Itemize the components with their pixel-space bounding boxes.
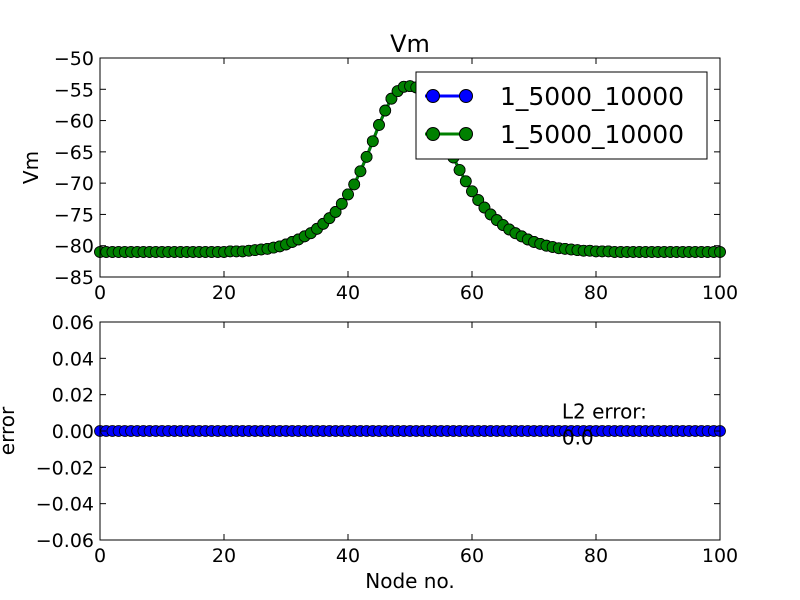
legend-marker-series-1 <box>426 89 440 103</box>
bottom-y-tick-label: 0.06 <box>52 312 94 334</box>
top-y-tick-label: −85 <box>54 267 94 289</box>
bottom-x-tick-label: 80 <box>584 545 608 567</box>
top-y-tick-label: −70 <box>54 173 94 195</box>
top-y-tick-label: −60 <box>54 111 94 133</box>
bottom-y-tick-label: 0.02 <box>52 385 94 407</box>
top-legend: 1_5000_10000 1_5000_10000 <box>415 71 708 160</box>
bottom-x-tick-label: 60 <box>460 545 484 567</box>
top-series-2-point <box>459 175 472 188</box>
bottom-plot-frame <box>99 321 721 541</box>
top-series-2-point <box>354 165 367 178</box>
bottom-x-tick-label: 20 <box>212 545 236 567</box>
top-x-tick-label: 20 <box>212 282 236 304</box>
top-chart-title: Vm <box>390 30 430 58</box>
legend-marker-series-2-end <box>459 127 473 141</box>
top-plot-frame <box>99 57 721 278</box>
bottom-y-tick-label: −0.06 <box>36 530 94 552</box>
legend-label-series-2: 1_5000_10000 <box>500 120 684 149</box>
legend-marker-series-2 <box>426 127 440 141</box>
l2-error-value: 0.0 <box>562 425 594 449</box>
top-series-2-point <box>366 135 379 148</box>
bottom-y-tick-label: −0.02 <box>36 457 94 479</box>
bottom-x-tick-label: 100 <box>702 545 738 567</box>
bottom-ticks-group: 0 20 40 60 80 100 −0.06 −0.04 −0.02 0.00 0.02 0.04 0… <box>36 312 738 567</box>
top-series-2-point <box>342 188 354 201</box>
top-y-axis-label: Vm <box>19 151 43 184</box>
top-x-tick-label: 60 <box>460 282 484 304</box>
top-x-tick-label: 80 <box>584 282 608 304</box>
top-series-2-point <box>329 206 342 218</box>
top-subplot: Vm Vm 0 20 40 60 80 100 −85 −80 −75 −70 −65 −60 −55 −… <box>19 30 738 304</box>
legend-marker-series-1-end <box>459 89 473 103</box>
bottom-y-tick-label: −0.04 <box>36 494 94 516</box>
top-series-2-point <box>379 104 392 117</box>
bottom-y-axis-label: error <box>0 406 19 455</box>
top-series-2-point <box>335 197 348 210</box>
bottom-y-tick-label: 0.04 <box>52 348 94 370</box>
top-series-2-point <box>453 164 466 176</box>
legend-label-series-1: 1_5000_10000 <box>500 82 684 111</box>
top-series-2-point <box>348 178 361 191</box>
top-y-tick-label: −65 <box>54 142 94 164</box>
top-y-tick-label: −75 <box>54 204 94 226</box>
top-x-tick-label: 40 <box>336 282 360 304</box>
top-x-tick-label: 100 <box>702 282 738 304</box>
bottom-y-tick-label: 0.00 <box>52 421 94 443</box>
top-ticks-group: 0 20 40 60 80 100 −85 −80 −75 −70 −65 −60 −55 −50 <box>54 48 738 304</box>
bottom-series-group <box>94 425 726 437</box>
bottom-x-tick-label: 0 <box>94 545 106 567</box>
top-x-tick-label: 0 <box>94 282 106 304</box>
top-series-2-point <box>466 185 478 198</box>
bottom-x-tick-label: 40 <box>336 545 360 567</box>
top-y-tick-label: −80 <box>54 236 94 258</box>
top-series-2-point <box>373 119 385 131</box>
l2-error-label: L2 error: <box>562 399 647 423</box>
legend-box <box>415 71 708 160</box>
bottom-x-axis-label: Node no. <box>365 569 454 593</box>
top-series-2-point <box>360 150 373 163</box>
top-y-tick-label: −50 <box>54 48 94 70</box>
top-y-tick-label: −55 <box>54 79 94 101</box>
bottom-subplot: error Node no. 0 20 40 60 80 100 −0.06 −0.04 −0.… <box>0 312 738 593</box>
